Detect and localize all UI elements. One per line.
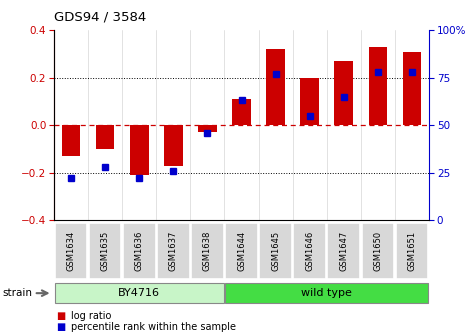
Bar [403,52,422,125]
Bar [164,125,183,166]
Text: GSM1636: GSM1636 [135,231,144,271]
Text: GSM1635: GSM1635 [100,231,110,271]
Bar [130,125,149,175]
Bar [334,61,353,125]
Bar [198,125,217,132]
Bar [123,223,156,280]
Bar [294,223,326,280]
Text: GSM1637: GSM1637 [169,231,178,271]
Bar [96,125,114,149]
Bar [266,49,285,125]
Text: log ratio: log ratio [71,311,112,321]
Bar [54,223,87,280]
Text: GSM1645: GSM1645 [271,231,280,271]
Text: BY4716: BY4716 [118,288,160,298]
Bar [396,223,429,280]
Text: GSM1634: GSM1634 [67,231,76,271]
Text: percentile rank within the sample: percentile rank within the sample [71,322,236,332]
Text: GSM1650: GSM1650 [373,231,383,271]
Text: GSM1644: GSM1644 [237,231,246,271]
Bar [157,223,189,280]
Text: ■: ■ [56,311,66,321]
Bar [89,223,121,280]
Text: GSM1646: GSM1646 [305,231,314,271]
Text: GSM1638: GSM1638 [203,231,212,271]
Bar [369,47,387,125]
Text: wild type: wild type [302,288,352,298]
Bar [61,125,80,156]
Bar [327,223,360,280]
Text: strain: strain [2,288,32,298]
Bar [300,78,319,125]
Text: GDS94 / 3584: GDS94 / 3584 [54,10,146,23]
Bar [191,223,224,280]
Bar [362,223,394,280]
Text: GSM1647: GSM1647 [340,231,348,271]
Bar [225,223,258,280]
Bar [232,99,251,125]
Text: ■: ■ [56,322,66,332]
Bar [225,283,429,303]
Bar [259,223,292,280]
Text: GSM1651: GSM1651 [408,231,416,271]
Bar [54,283,224,303]
